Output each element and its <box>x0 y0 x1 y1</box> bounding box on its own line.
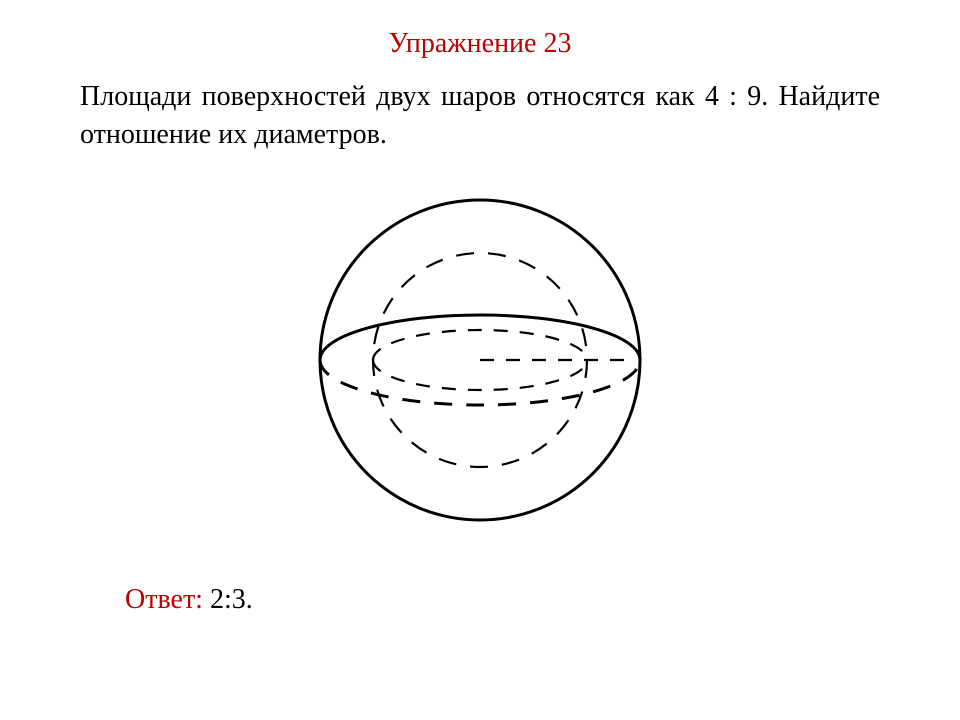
exercise-title: Упражнение 23 <box>0 28 960 60</box>
answer-value: 2:3. <box>210 584 253 615</box>
problem-statement: Площади поверхностей двух шаров относятс… <box>80 78 880 154</box>
answer-label: Ответ: <box>125 584 210 615</box>
answer-line: Ответ: 2:3. <box>125 584 253 616</box>
sphere-diagram <box>275 185 685 535</box>
